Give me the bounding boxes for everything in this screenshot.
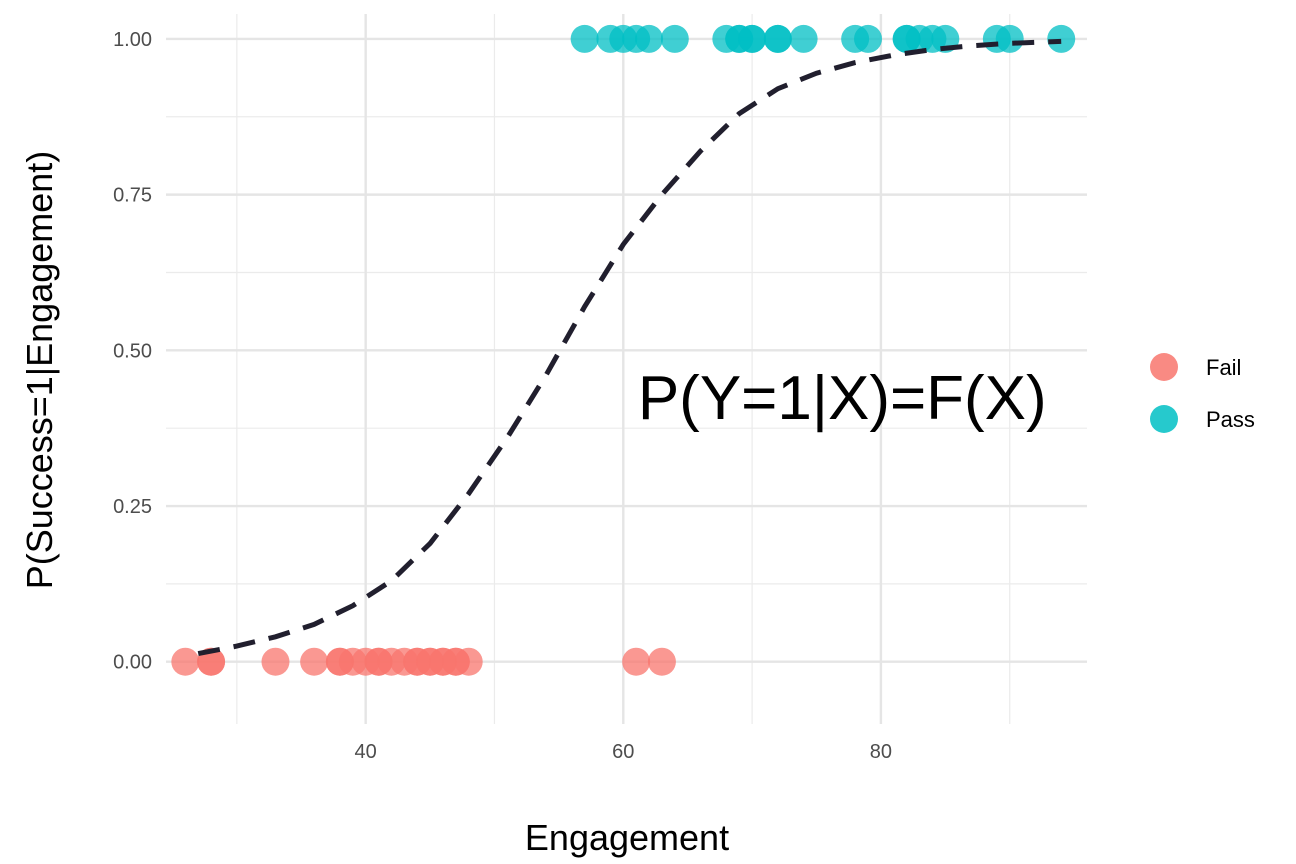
point-pass <box>789 24 818 53</box>
scatter-points <box>171 24 1076 676</box>
point-pass <box>570 24 599 53</box>
y-tick-label: 0.75 <box>113 185 152 207</box>
y-tick-label: 0.00 <box>113 652 152 674</box>
x-tick-label: 60 <box>612 741 634 763</box>
x-axis-tick-labels: 40 60 80 <box>355 741 892 763</box>
legend-label-fail: Fail <box>1206 355 1241 380</box>
point-pass <box>738 24 767 53</box>
point-pass <box>995 24 1024 53</box>
legend-key-pass <box>1150 405 1178 433</box>
grid-minor <box>166 14 1087 724</box>
point-fail <box>454 647 483 676</box>
point-pass <box>660 24 689 53</box>
x-tick-label: 40 <box>355 741 377 763</box>
y-tick-label: 0.25 <box>113 496 152 518</box>
point-pass <box>854 24 883 53</box>
x-axis-title: Engagement <box>525 817 729 858</box>
annotation-formula: P(Y=1|X)=F(X) <box>638 364 1047 433</box>
point-fail <box>622 647 651 676</box>
point-pass <box>635 24 664 53</box>
point-pass <box>1047 24 1076 53</box>
legend: Fail Pass <box>1150 353 1255 433</box>
point-fail <box>171 647 200 676</box>
y-tick-label: 0.50 <box>113 340 152 362</box>
y-axis-tick-labels: 0.00 0.25 0.50 0.75 1.00 <box>113 29 152 674</box>
point-fail <box>647 647 676 676</box>
point-fail <box>300 647 329 676</box>
legend-key-fail <box>1150 353 1178 381</box>
y-axis-title: P(Success=1|Engagement) <box>19 151 60 590</box>
legend-label-pass: Pass <box>1206 407 1255 432</box>
x-tick-label: 80 <box>870 741 892 763</box>
point-pass <box>763 24 792 53</box>
point-fail <box>261 647 290 676</box>
fitted-curve <box>197 38 1062 657</box>
y-tick-label: 1.00 <box>113 29 152 51</box>
